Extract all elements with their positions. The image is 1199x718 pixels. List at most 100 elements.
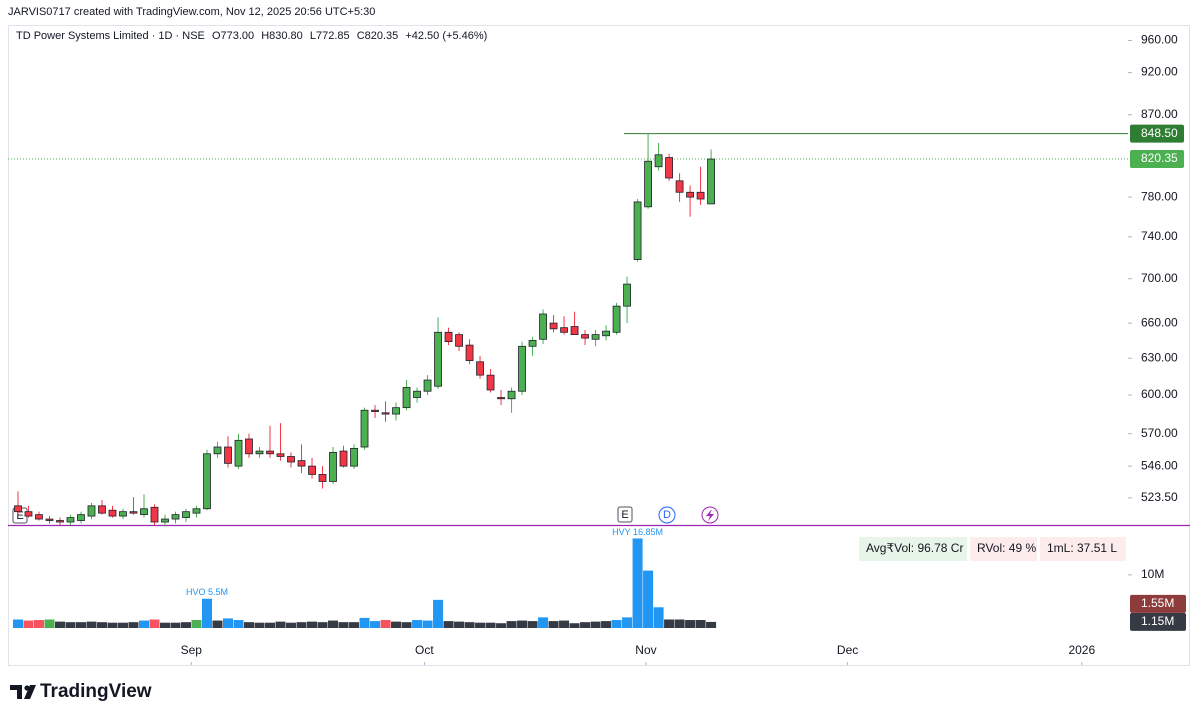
credit: JARVIS0717 created with TradingView.com,…	[8, 6, 375, 18]
candle-body	[87, 505, 96, 517]
volume-bar	[86, 621, 97, 628]
x-tick-label: Dec	[837, 643, 858, 657]
volume-bar	[23, 620, 34, 628]
event-marker[interactable]	[658, 506, 676, 524]
candle-body	[465, 344, 474, 361]
candle-body	[339, 450, 348, 467]
candle-body	[381, 412, 390, 415]
y-tick-label: 920.00	[1141, 65, 1178, 79]
volume-badge-label: 1.15M	[1141, 614, 1174, 628]
volume-bar	[485, 622, 496, 628]
candle-body	[581, 334, 589, 339]
volume-bar	[212, 620, 223, 628]
volume-label: HVO 5.5M	[186, 587, 228, 597]
volume-bar	[653, 607, 664, 628]
candle-body	[171, 514, 180, 520]
volume-tick-label: 10M	[1141, 567, 1164, 581]
candle-body	[150, 506, 159, 523]
candle-body	[98, 505, 106, 514]
volume-bar	[433, 599, 444, 628]
volume-bar	[96, 622, 107, 628]
volume-bar	[181, 622, 192, 628]
volume-bar	[622, 617, 633, 628]
volume-bar	[517, 620, 528, 628]
ohlc-high: H830.80	[261, 30, 303, 42]
event-marker[interactable]	[617, 506, 633, 523]
volume-bar	[548, 621, 559, 628]
volume-bar	[233, 620, 244, 628]
price-badge	[1130, 150, 1184, 169]
volume-bar	[559, 620, 570, 628]
volume-bar	[307, 621, 318, 628]
candle-body	[234, 439, 243, 467]
candle-body	[696, 191, 705, 200]
candle-body	[518, 345, 526, 392]
candle-body	[182, 511, 190, 518]
candle-body	[497, 397, 505, 400]
volume-bar	[265, 622, 276, 628]
volume-bar	[359, 617, 370, 628]
volume-bar	[412, 620, 423, 628]
candle-body	[266, 450, 274, 455]
stat-avg-vol: Avg₹Vol: 96.78 Cr	[866, 541, 963, 555]
x-tick-label: 2026	[1068, 643, 1095, 657]
candle-body	[602, 330, 610, 337]
event-label: E	[16, 510, 23, 522]
candle-body	[612, 305, 621, 333]
volume-bar	[695, 620, 706, 628]
candle-body	[633, 201, 642, 260]
candle-body	[507, 390, 516, 400]
volume-bar	[44, 619, 55, 628]
candle-body	[560, 327, 568, 333]
candle-body	[392, 407, 400, 415]
volume-bar	[149, 619, 160, 628]
volume-bar	[506, 621, 517, 628]
y-tick-label: 660.00	[1141, 315, 1178, 329]
volume-bar	[538, 617, 549, 628]
candle-body	[675, 180, 684, 193]
volume-bar	[685, 620, 696, 628]
candle-body	[66, 517, 75, 523]
y-tick-label: 630.00	[1141, 350, 1178, 364]
price-badge	[1130, 124, 1184, 143]
candle-body	[402, 387, 411, 409]
candle-body	[686, 191, 694, 198]
price-badge-label: 848.50	[1141, 126, 1178, 140]
volume-bar	[159, 622, 170, 628]
candle-body	[45, 518, 54, 521]
candle-body	[119, 511, 127, 517]
candle-body	[434, 331, 442, 387]
ohlc-open: O773.00	[212, 30, 254, 42]
candle-body	[77, 514, 85, 521]
event-label: E	[621, 509, 628, 521]
chart-frame	[8, 25, 1190, 666]
volume-bar	[191, 620, 202, 628]
y-tick-label: 960.00	[1141, 33, 1178, 47]
candle-body	[654, 154, 663, 168]
candle-body	[108, 509, 117, 517]
volume-bar	[296, 622, 307, 628]
volume-label: HVY 16.85M	[612, 527, 663, 537]
lightning-icon	[706, 509, 714, 521]
candle-body	[371, 409, 379, 412]
candle-body	[276, 453, 285, 457]
volume-bar	[643, 570, 654, 628]
y-tick-label: 600.00	[1141, 387, 1178, 401]
volume-bar	[590, 621, 601, 628]
candle-body	[14, 505, 22, 513]
volume-bar	[12, 619, 23, 628]
volume-bar	[170, 622, 181, 628]
candle-body	[570, 326, 579, 336]
candle-body	[308, 465, 316, 475]
candle-body	[35, 514, 43, 520]
volume-bar	[254, 622, 265, 628]
y-tick-label: 740.00	[1141, 229, 1178, 243]
price-badge-label: 820.35	[1141, 151, 1178, 165]
volume-bar	[401, 622, 412, 628]
candle-body	[56, 520, 64, 523]
volume-bar	[328, 620, 339, 628]
volume-bar	[496, 623, 507, 628]
candle-body	[140, 508, 148, 516]
volume-bar	[128, 622, 139, 628]
